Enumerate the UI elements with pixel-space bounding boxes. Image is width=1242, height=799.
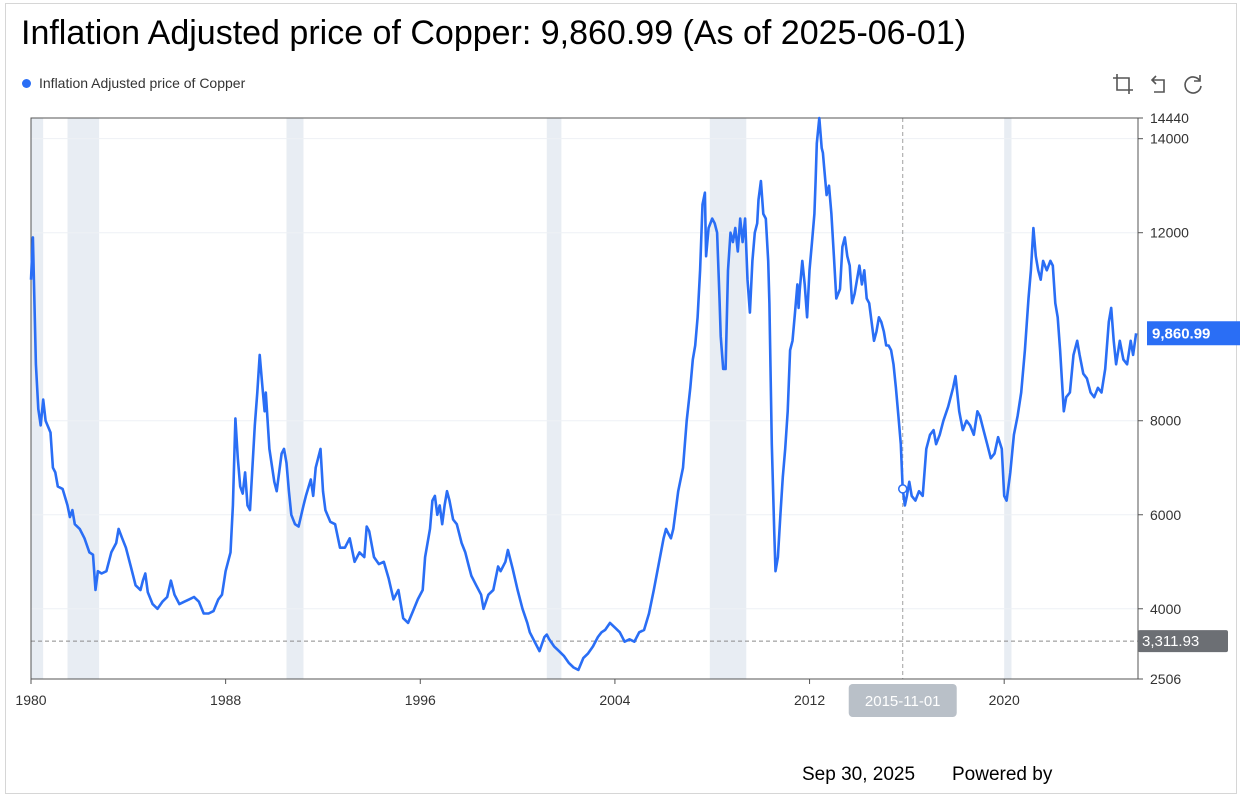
legend[interactable]: Inflation Adjusted price of Copper [22,75,245,91]
x-axis: 1980 1988 1996 2004 2012 2020 [15,679,1020,708]
x-tick-label: 1988 [210,692,241,708]
recession-band [67,118,100,679]
chart-frame [5,3,1237,794]
cursor-date-label: 2015-11-01 [865,693,941,710]
footer-date: Sep 30, 2025 [802,764,916,785]
recession-band [286,118,304,679]
page-title: Inflation Adjusted price of Copper: 9,86… [21,14,967,52]
refresh-icon[interactable] [1180,71,1206,97]
recession-band [709,118,747,679]
y-tick-label: 2506 [1150,671,1181,687]
x-tick-label: 1980 [15,692,46,708]
footer-powered-by[interactable]: Powered by [952,764,1053,785]
cursor-date-badge [848,684,957,717]
y-axis: 2506 4000 6000 8000 12000 14000 14440 [1138,110,1189,687]
legend-marker [22,78,31,88]
crosshair-point[interactable] [897,484,908,494]
x-tick-label: 2004 [599,692,630,708]
value-badges: 9,860.99 3,311.93 2015-11-01 [848,321,1240,717]
min-value-badge [1138,630,1228,653]
x-tick-label: 2012 [794,692,825,708]
y-tick-label: 12000 [1150,225,1189,241]
x-tick-label: 2020 [989,692,1020,708]
y-tick-label: 8000 [1150,413,1181,429]
plot-border [30,117,1139,680]
latest-value-badge [1147,321,1240,346]
x-tick-label: 1996 [405,692,436,708]
recession-bands [31,118,1012,679]
zoom-icon[interactable] [1110,71,1136,97]
recession-band [546,118,562,679]
reset-zoom-icon[interactable] [1145,71,1171,97]
recession-band [1004,118,1012,679]
y-tick-label: 4000 [1150,601,1181,617]
legend-label: Inflation Adjusted price of Copper [39,75,246,91]
min-value-label: 3,311.93 [1142,633,1199,650]
y-tick-label: 14000 [1150,131,1189,147]
gridlines [31,117,1138,680]
y-tick-label: 6000 [1150,507,1181,523]
price-series-line[interactable] [29,116,1138,672]
chart-toolbar [1110,71,1206,97]
y-tick-label: 14440 [1150,110,1189,126]
chart-svg[interactable]: 2506 4000 6000 8000 12000 14000 14440 1980 1988… [0,0,1242,760]
latest-value-label: 9,860.99 [1152,325,1210,342]
